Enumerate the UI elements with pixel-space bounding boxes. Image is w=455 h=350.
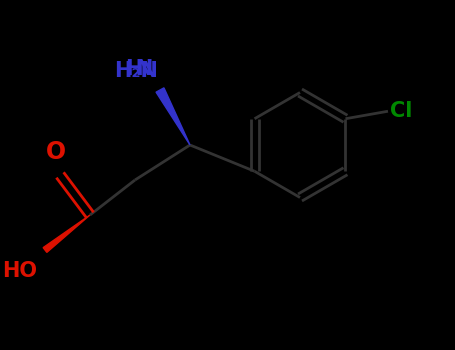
Text: H: H <box>125 59 142 79</box>
Text: H₂N: H₂N <box>114 61 157 81</box>
Polygon shape <box>43 215 90 252</box>
Text: O: O <box>46 140 66 164</box>
Text: HO: HO <box>2 261 37 281</box>
Polygon shape <box>156 88 190 145</box>
Text: N: N <box>135 59 152 79</box>
Text: Cl: Cl <box>390 101 413 121</box>
